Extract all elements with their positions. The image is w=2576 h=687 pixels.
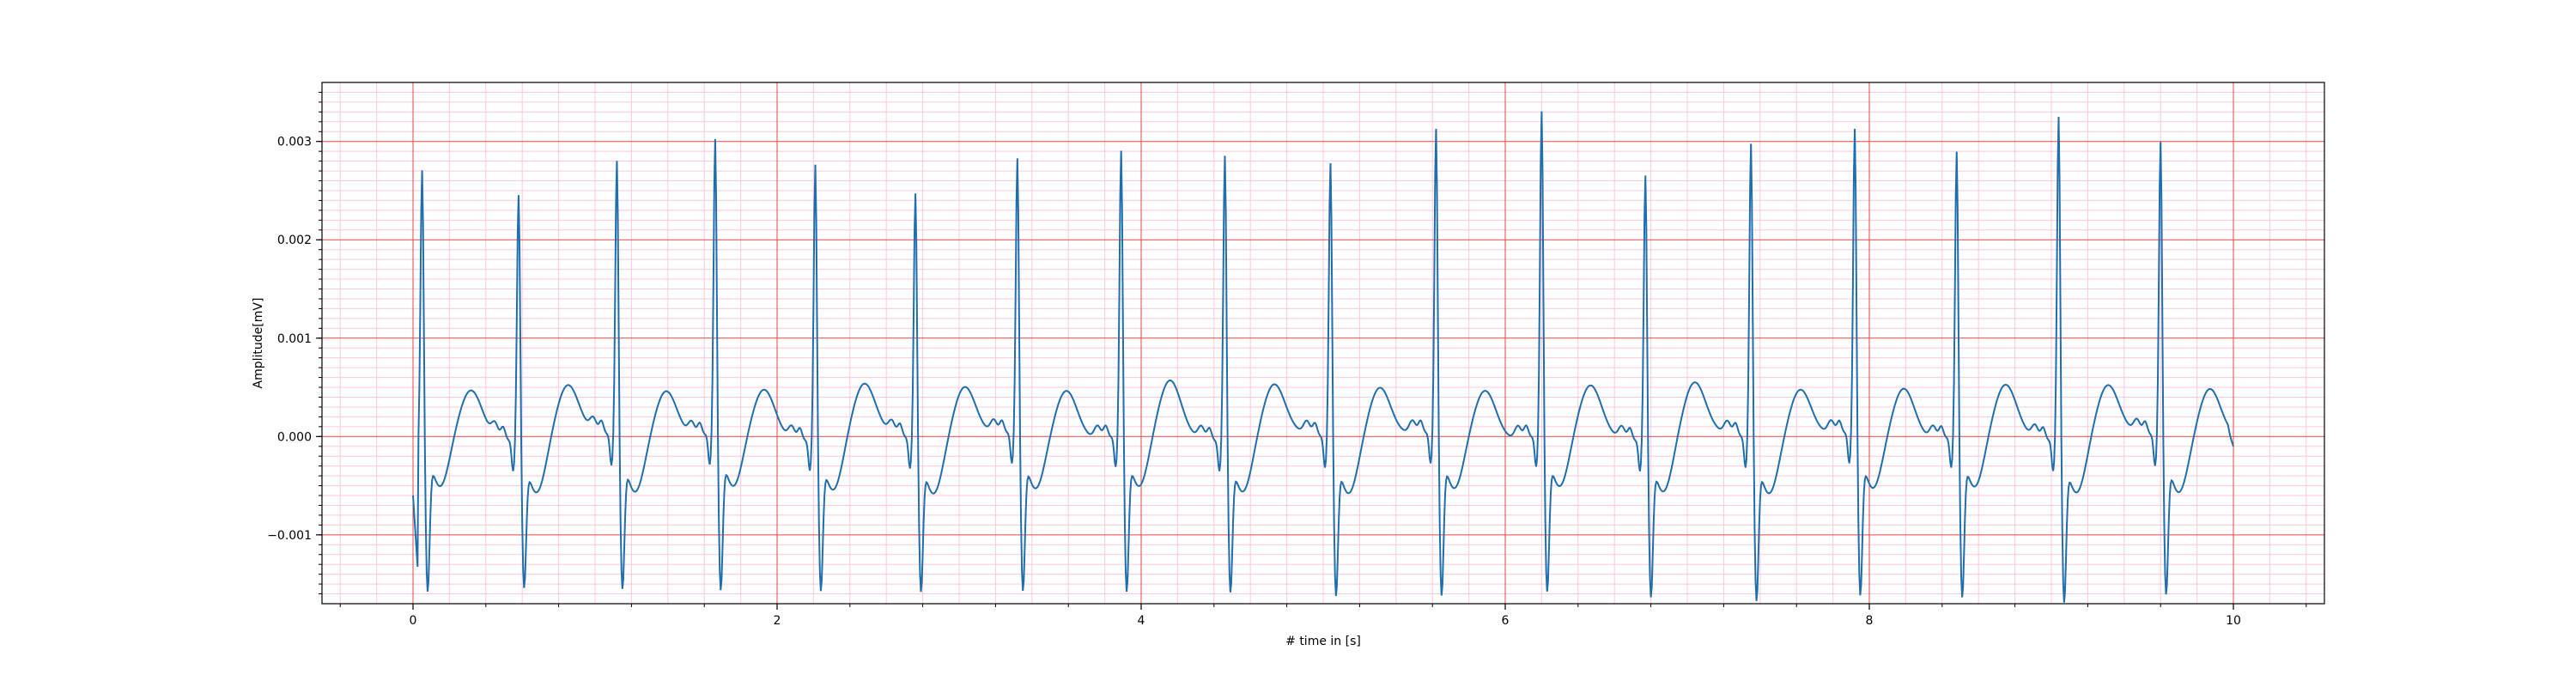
major-grid bbox=[322, 82, 2324, 604]
x-tick-label: 6 bbox=[1502, 614, 1510, 628]
y-tick-label: 0.002 bbox=[277, 234, 312, 247]
ecg-trace-line bbox=[412, 111, 2234, 603]
plot-frame bbox=[321, 82, 2325, 605]
y-tick-label: −0.001 bbox=[267, 529, 312, 543]
axis-ticks bbox=[316, 91, 2307, 610]
x-tick-label: 8 bbox=[1866, 614, 1874, 628]
y-tick-label: 0.001 bbox=[277, 332, 312, 346]
x-tick-label: 4 bbox=[1138, 614, 1145, 628]
tick-labels: 0 2 4 6 8 10 −0.001 0.000 0.001 0.002 0.003 bbox=[267, 136, 2241, 628]
x-axis-label: # time in [s] bbox=[1285, 635, 1361, 648]
y-tick-label: 0.003 bbox=[277, 136, 312, 149]
minor-grid bbox=[322, 82, 2324, 604]
x-tick-label: 2 bbox=[774, 614, 781, 628]
x-tick-label: 0 bbox=[410, 614, 417, 628]
y-tick-label: 0.000 bbox=[277, 430, 312, 444]
y-axis-label: Amplitude[mV] bbox=[252, 298, 265, 389]
x-tick-label: 10 bbox=[2226, 614, 2241, 628]
